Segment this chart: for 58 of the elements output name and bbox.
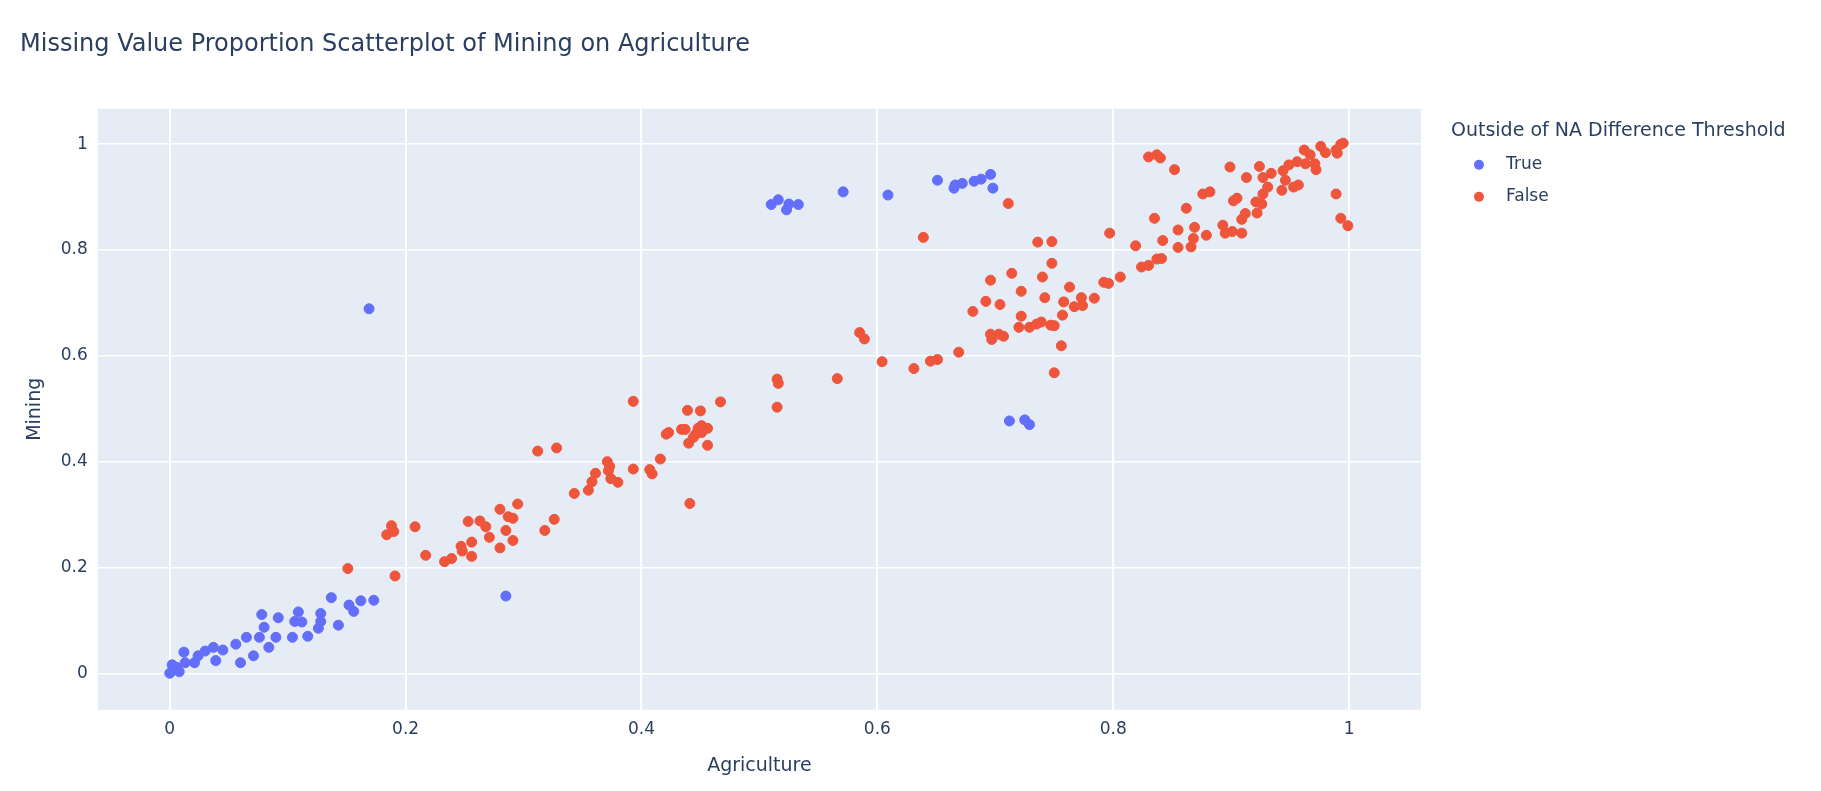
y-tick-label: 1 xyxy=(77,132,88,153)
point xyxy=(368,594,380,606)
point xyxy=(217,644,229,656)
point xyxy=(235,657,247,669)
point xyxy=(164,667,176,679)
point xyxy=(363,303,375,315)
x-tick-label: 0.2 xyxy=(392,718,420,739)
point xyxy=(987,182,999,194)
point xyxy=(931,174,943,186)
point xyxy=(772,194,784,206)
point xyxy=(975,173,987,185)
point xyxy=(783,198,795,210)
point xyxy=(230,638,242,650)
x-tick-label: 0.8 xyxy=(1099,718,1127,739)
point xyxy=(178,646,190,658)
y-tick-label: 0 xyxy=(77,661,88,682)
point xyxy=(837,186,849,198)
point xyxy=(985,168,997,180)
point xyxy=(500,590,512,602)
point xyxy=(292,606,304,618)
point xyxy=(348,605,360,617)
point xyxy=(253,631,265,643)
point xyxy=(286,631,298,643)
legend-label: True xyxy=(1505,153,1543,174)
point xyxy=(263,641,275,653)
point xyxy=(189,657,201,669)
point xyxy=(207,641,219,653)
point xyxy=(210,655,222,667)
x-tick-label: 0.6 xyxy=(863,718,891,739)
point xyxy=(302,630,314,642)
x-tick-label: 0 xyxy=(164,718,176,739)
point xyxy=(325,592,337,604)
point xyxy=(882,189,894,201)
point xyxy=(256,609,268,621)
point xyxy=(270,631,282,643)
point xyxy=(258,621,270,633)
y-tick-label: 0.4 xyxy=(60,450,88,471)
x-tick-label: 1 xyxy=(1343,718,1355,739)
point xyxy=(240,631,252,643)
point xyxy=(179,657,191,669)
x-axis-title: Agriculture xyxy=(707,752,812,775)
legend-title: Outside of NA Difference Threshold xyxy=(1451,117,1786,140)
y-tick-label: 0.6 xyxy=(60,344,88,365)
point xyxy=(355,595,367,607)
point xyxy=(248,650,259,662)
y-tick-label: 0.2 xyxy=(60,555,88,576)
x-tick-label: 0.4 xyxy=(627,718,656,739)
y-tick-label: 0.8 xyxy=(60,238,88,259)
point xyxy=(332,619,344,631)
legend-label: False xyxy=(1506,185,1549,206)
point xyxy=(792,199,804,211)
chart-title: Missing Value Proportion Scatterplot of Mining on Agriculture xyxy=(20,28,750,57)
y-axis-title: Mining xyxy=(22,377,45,441)
point xyxy=(173,666,185,678)
point xyxy=(312,622,324,634)
point xyxy=(1023,419,1035,431)
point xyxy=(1003,415,1015,427)
point xyxy=(272,612,284,624)
